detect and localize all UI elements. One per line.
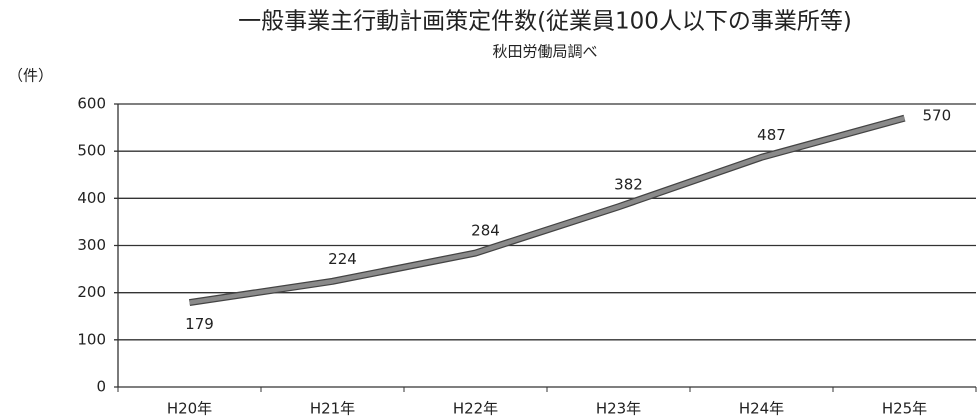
line [189,115,906,305]
y-tick-label: 500 [77,142,106,160]
x-tick-label: H22年 [453,400,498,418]
chart-subtitle: 秋田労働局調べ [492,43,597,61]
x-tick-label: H21年 [310,400,355,418]
y-tick-label: 600 [77,95,106,113]
data-label: 179 [185,315,214,333]
x-tick-label: H25年 [882,400,927,418]
y-tick-label: 200 [77,283,106,301]
y-tick-label: 300 [77,236,106,254]
data-label: 224 [328,250,357,268]
y-tick-label: 0 [96,378,106,396]
chart-title: 一般事業主行動計画策定件数(従業員100人以下の事業所等) [238,9,852,35]
y-axis-label: （件） [8,67,53,85]
data-label: 570 [923,107,952,125]
x-tick-label: H24年 [739,400,784,418]
data-label: 382 [614,175,643,193]
data-label: 487 [757,126,786,144]
y-tick-label: 100 [77,330,106,348]
data-label: 284 [471,222,500,240]
y-tick-label: 400 [77,189,106,207]
x-tick-label: H23年 [596,400,641,418]
x-tick-label: H20年 [167,400,212,418]
